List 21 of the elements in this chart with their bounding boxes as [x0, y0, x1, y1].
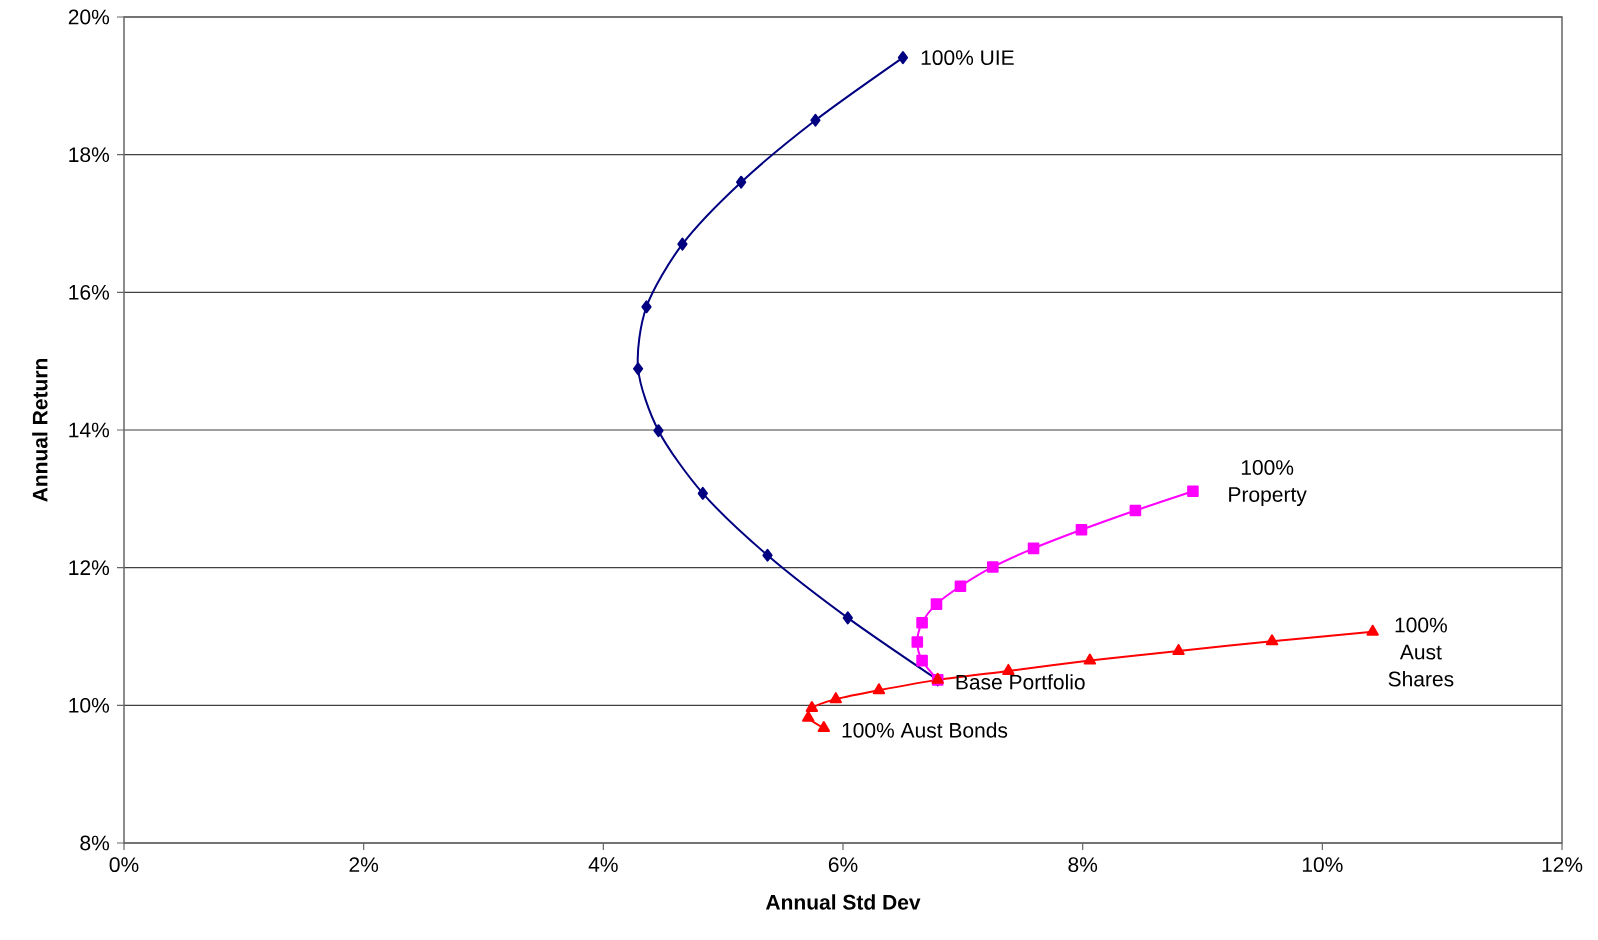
y-tick-label: 16% [69, 284, 110, 300]
x-tick-label: 0% [109, 857, 139, 873]
x-tick-label: 4% [588, 857, 618, 872]
y-tick-label: 14% [69, 422, 110, 438]
x-tick-label: 8% [1068, 857, 1098, 873]
y-tick-label: 8% [80, 835, 110, 851]
y-tick-label: 18% [69, 147, 110, 163]
annotation: 100% Aust Shares [1388, 617, 1454, 687]
x-tick-label: 2% [349, 857, 379, 872]
x-axis-title: Annual Std Dev [765, 894, 921, 910]
x-tick-label: 12% [1542, 857, 1583, 872]
x-tick-label: 10% [1302, 857, 1343, 873]
x-tick-label: 6% [828, 857, 858, 873]
annotation: 100% Aust Bonds [842, 722, 1008, 738]
annotation: Base Portfolio [956, 674, 1085, 690]
y-axis-title: Annual Return [32, 358, 48, 502]
y-tick-label: 20% [68, 9, 110, 25]
y-tick-label: 10% [69, 697, 110, 713]
y-tick-label: 12% [69, 560, 110, 576]
annotation: 100% Property [1229, 460, 1307, 507]
annotation: 100% UIE [921, 50, 1014, 66]
